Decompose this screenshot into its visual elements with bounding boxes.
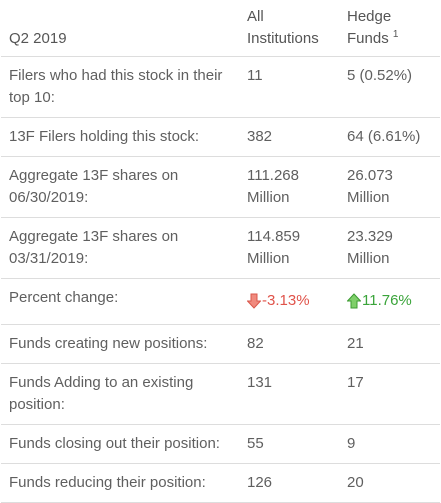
- all-institutions-header: All Institutions: [247, 8, 319, 47]
- table-row: Aggregate 13F shares on 06/30/2019: 111.…: [1, 156, 440, 218]
- row-label: Percent change:: [1, 278, 239, 325]
- row-label: Funds creating new positions:: [1, 324, 239, 364]
- all-institutions-value: 114.859 Million: [239, 217, 339, 279]
- hedge-funds-value: 5 (0.52%): [339, 56, 440, 118]
- hedge-funds-value: 20: [339, 463, 440, 503]
- institutional-holdings-table: Q2 2019 All Institutions Hedge Funds 1 Fil…: [1, 8, 440, 503]
- hedge-funds-value: 17: [339, 363, 440, 425]
- up-arrow-icon: [347, 293, 361, 309]
- hedge-funds-value: 23.329 Million: [339, 217, 440, 279]
- all-institutions-value: 382: [239, 117, 339, 157]
- hedge-funds-header: Hedge Funds 1: [347, 8, 399, 47]
- change-value-negative: -3.13%: [262, 292, 310, 309]
- period-header: Q2 2019: [9, 30, 67, 47]
- all-institutions-change: -3.13%: [239, 278, 339, 325]
- row-label: Aggregate 13F shares on 06/30/2019:: [1, 156, 239, 218]
- row-label: Aggregate 13F shares on 03/31/2019:: [1, 217, 239, 279]
- hedge-funds-value: 64 (6.61%): [339, 117, 440, 157]
- all-institutions-value: 11: [239, 56, 339, 118]
- table-row: Funds creating new positions: 82 21: [1, 324, 440, 364]
- row-label: Funds closing out their position:: [1, 424, 239, 464]
- table-row: Funds closing out their position: 55 9: [1, 424, 440, 464]
- footnote-marker: 1: [392, 29, 399, 40]
- table-row: Funds reducing their position: 126 20: [1, 463, 440, 503]
- hedge-funds-value: 9: [339, 424, 440, 464]
- change-value-positive: 11.76%: [362, 292, 412, 309]
- hedge-funds-value: 21: [339, 324, 440, 364]
- table-row: Funds Adding to an existing position: 13…: [1, 363, 440, 425]
- hedge-funds-change: 11.76%: [339, 278, 440, 325]
- table-row: Filers who had this stock in their top 1…: [1, 56, 440, 118]
- table-row: Aggregate 13F shares on 03/31/2019: 114.…: [1, 217, 440, 279]
- all-institutions-value: 126: [239, 463, 339, 503]
- row-label: Funds Adding to an existing position:: [1, 363, 239, 425]
- all-institutions-value: 131: [239, 363, 339, 425]
- down-arrow-icon: [247, 293, 261, 309]
- row-label: Filers who had this stock in their top 1…: [1, 56, 239, 118]
- table-header-row: Q2 2019 All Institutions Hedge Funds 1: [1, 0, 440, 57]
- row-label: Funds reducing their position:: [1, 463, 239, 503]
- all-institutions-value: 111.268 Million: [239, 156, 339, 218]
- all-institutions-value: 82: [239, 324, 339, 364]
- row-label: 13F Filers holding this stock:: [1, 117, 239, 157]
- table-row: 13F Filers holding this stock: 382 64 (6…: [1, 117, 440, 157]
- hedge-funds-value: 26.073 Million: [339, 156, 440, 218]
- percent-change-row: Percent change: -3.13% 11.76%: [1, 278, 440, 325]
- all-institutions-value: 55: [239, 424, 339, 464]
